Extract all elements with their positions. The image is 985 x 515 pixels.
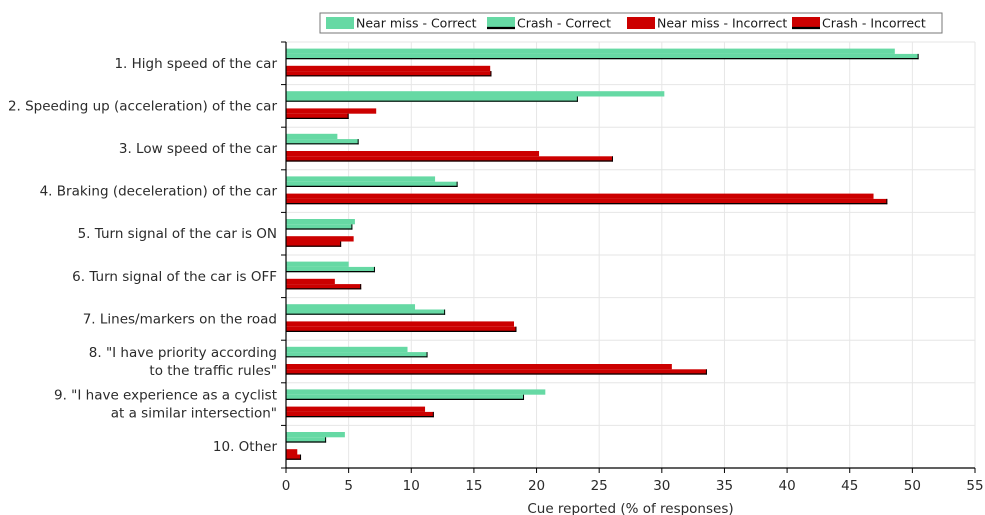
category-label: 9. "I have experience as a cyclist — [54, 388, 277, 404]
category-label: 5. Turn signal of the car is ON — [78, 226, 277, 242]
bar — [286, 284, 362, 290]
bar — [286, 394, 525, 400]
bar — [286, 219, 355, 225]
x-tick-label: 35 — [716, 478, 733, 494]
legend-label: Crash - Correct — [517, 16, 611, 31]
category-label: 3. Low speed of the car — [119, 141, 278, 157]
category-label: 2. Speeding up (acceleration) of the car — [8, 98, 278, 114]
legend-swatch — [487, 17, 515, 29]
bar — [286, 108, 377, 114]
bar — [286, 304, 416, 310]
bar — [286, 65, 491, 72]
bar — [286, 309, 446, 315]
category-labels: 1. High speed of the car 2. Speeding up (… — [8, 56, 278, 455]
bar — [286, 411, 434, 418]
category-label: 7. Lines/markers on the road — [83, 311, 277, 327]
bar — [286, 266, 375, 273]
x-tick-label: 10 — [403, 478, 420, 494]
category-label: 8. "I have priority according — [89, 345, 277, 361]
x-tick-label: 40 — [778, 478, 795, 494]
bar — [286, 224, 353, 230]
bar — [286, 236, 354, 242]
x-tick-label: 25 — [591, 478, 608, 494]
bar — [286, 321, 514, 327]
category-label: to the traffic rules" — [149, 363, 277, 379]
legend: Near miss - Correct Crash - Correct Near m… — [319, 12, 943, 34]
category-label: 6. Turn signal of the car is OFF — [72, 269, 277, 285]
x-tick-label: 20 — [528, 478, 545, 494]
bar — [286, 449, 298, 455]
bar — [286, 352, 428, 358]
bar — [286, 96, 578, 102]
bar — [286, 156, 613, 162]
bar — [286, 241, 342, 247]
grid-lines — [286, 41, 976, 468]
x-tick-label: 5 — [344, 478, 353, 494]
category-label: 4. Braking (deceleration) of the car — [40, 184, 278, 200]
bar — [286, 369, 707, 375]
x-tick-labels: 0 5 10 15 20 25 30 35 40 45 50 55 — [282, 478, 984, 494]
x-tick-label: 45 — [841, 478, 858, 494]
bar — [286, 364, 672, 370]
axes — [281, 41, 976, 473]
bar — [286, 181, 458, 187]
bar — [286, 176, 436, 182]
bar — [286, 437, 327, 443]
bar — [286, 326, 517, 332]
legend-swatch — [326, 17, 354, 29]
bar — [286, 346, 408, 353]
category-label: at a similar intersection" — [111, 406, 277, 422]
bar — [286, 406, 426, 412]
bar — [286, 151, 540, 157]
bar — [286, 71, 492, 77]
x-tick-label: 55 — [966, 478, 983, 494]
bar — [286, 139, 359, 145]
x-axis-title: Cue reported (% of responses) — [527, 501, 733, 515]
bar — [286, 53, 919, 60]
bars — [286, 48, 919, 460]
x-tick-label: 30 — [653, 478, 670, 494]
bar — [286, 389, 546, 395]
bar — [286, 198, 888, 205]
category-label: 10. Other — [213, 439, 278, 455]
x-tick-label: 0 — [282, 478, 291, 494]
bar — [286, 432, 345, 438]
category-label: 1. High speed of the car — [114, 56, 277, 72]
legend-label: Near miss - Incorrect — [657, 16, 787, 31]
bar — [286, 48, 895, 54]
x-tick-label: 15 — [465, 478, 482, 494]
bar — [286, 133, 338, 140]
legend-swatch — [627, 17, 655, 29]
legend-swatch — [792, 17, 820, 29]
x-tick-label: 50 — [904, 478, 921, 494]
bar — [286, 91, 665, 97]
bar — [286, 113, 349, 119]
legend-label: Near miss - Correct — [356, 16, 477, 31]
bar — [286, 454, 302, 460]
bar — [286, 193, 874, 199]
legend-label: Crash - Incorrect — [822, 16, 926, 31]
bar — [286, 261, 349, 267]
bar — [286, 278, 335, 285]
